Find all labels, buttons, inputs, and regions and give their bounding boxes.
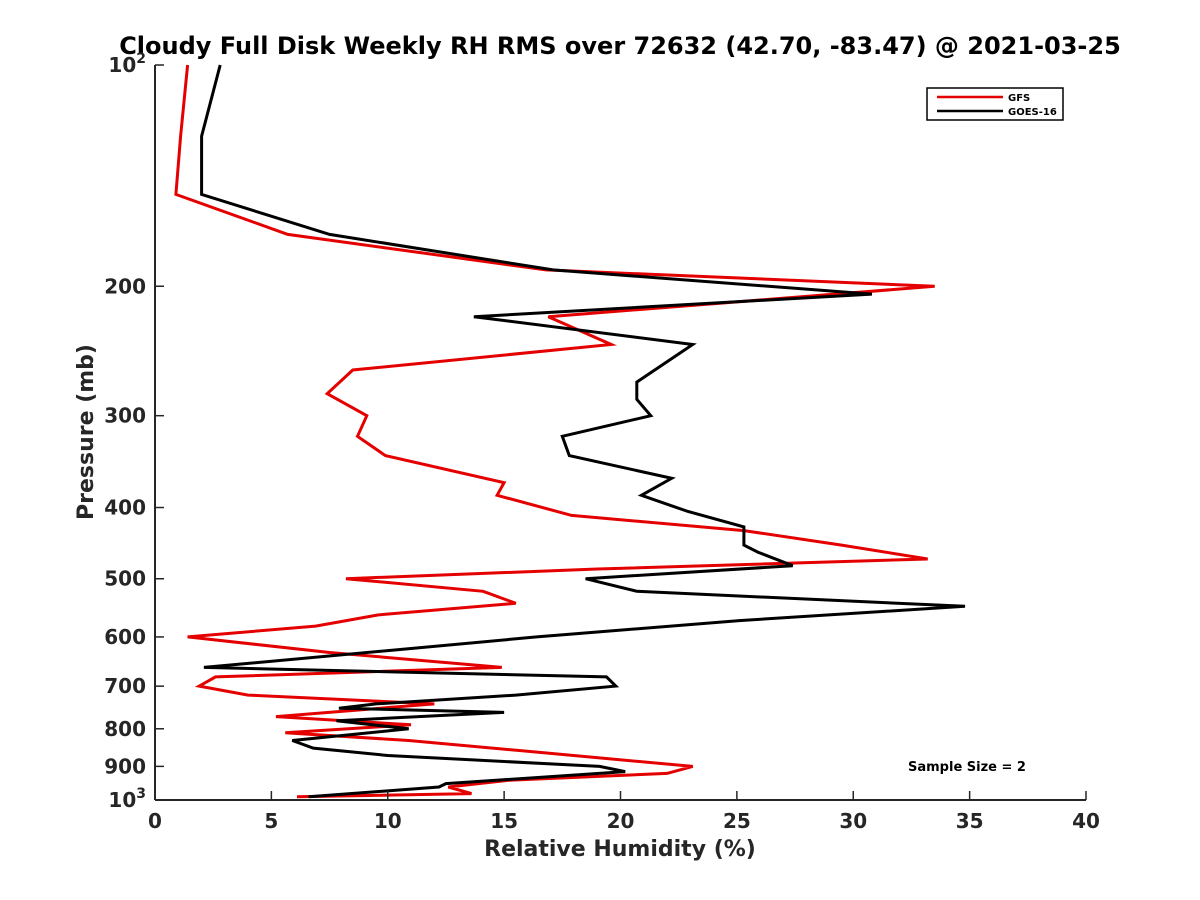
y-ticks: 102 200 300 400 500 600 700 800 900 103 <box>104 51 164 812</box>
x-axis-label: Relative Humidity (%) <box>484 837 756 862</box>
y-axis-label: Pressure (mb) <box>74 344 99 520</box>
y-tick-label: 600 <box>104 625 146 649</box>
chart-title: Cloudy Full Disk Weekly RH RMS over 7263… <box>119 32 1121 60</box>
legend-label-gfs: GFS <box>1008 93 1030 104</box>
legend: GFS GOES-16 <box>926 87 1064 121</box>
y-tick-label: 700 <box>104 674 146 698</box>
sample-size-annotation: Sample Size = 2 <box>908 760 1026 775</box>
y-tick-label: 200 <box>104 274 146 298</box>
x-tick-label: 35 <box>956 809 984 833</box>
legend-box <box>926 87 1064 121</box>
y-tick-label: 800 <box>104 717 146 741</box>
x-tick-label: 25 <box>723 809 751 833</box>
x-tick-label: 20 <box>607 809 635 833</box>
legend-label-goes16: GOES-16 <box>1008 107 1057 118</box>
x-tick-label: 0 <box>148 809 162 833</box>
x-tick-label: 10 <box>374 809 402 833</box>
y-tick-label: 900 <box>104 754 146 778</box>
y-tick-label: 102 <box>108 51 146 77</box>
y-tick-label: 300 <box>104 404 146 428</box>
y-tick-label: 500 <box>104 567 146 591</box>
x-tick-label: 40 <box>1072 809 1100 833</box>
y-tick-label: 400 <box>104 496 146 520</box>
x-ticks: 0 5 10 15 20 25 30 35 40 <box>148 791 1100 833</box>
y-tick-label: 103 <box>108 786 146 812</box>
x-tick-label: 30 <box>839 809 867 833</box>
series-line-gfs <box>174 64 935 799</box>
x-tick-label: 5 <box>264 809 278 833</box>
x-tick-label: 15 <box>490 809 518 833</box>
series-line-goes16 <box>200 64 966 799</box>
series-layer <box>174 64 966 799</box>
